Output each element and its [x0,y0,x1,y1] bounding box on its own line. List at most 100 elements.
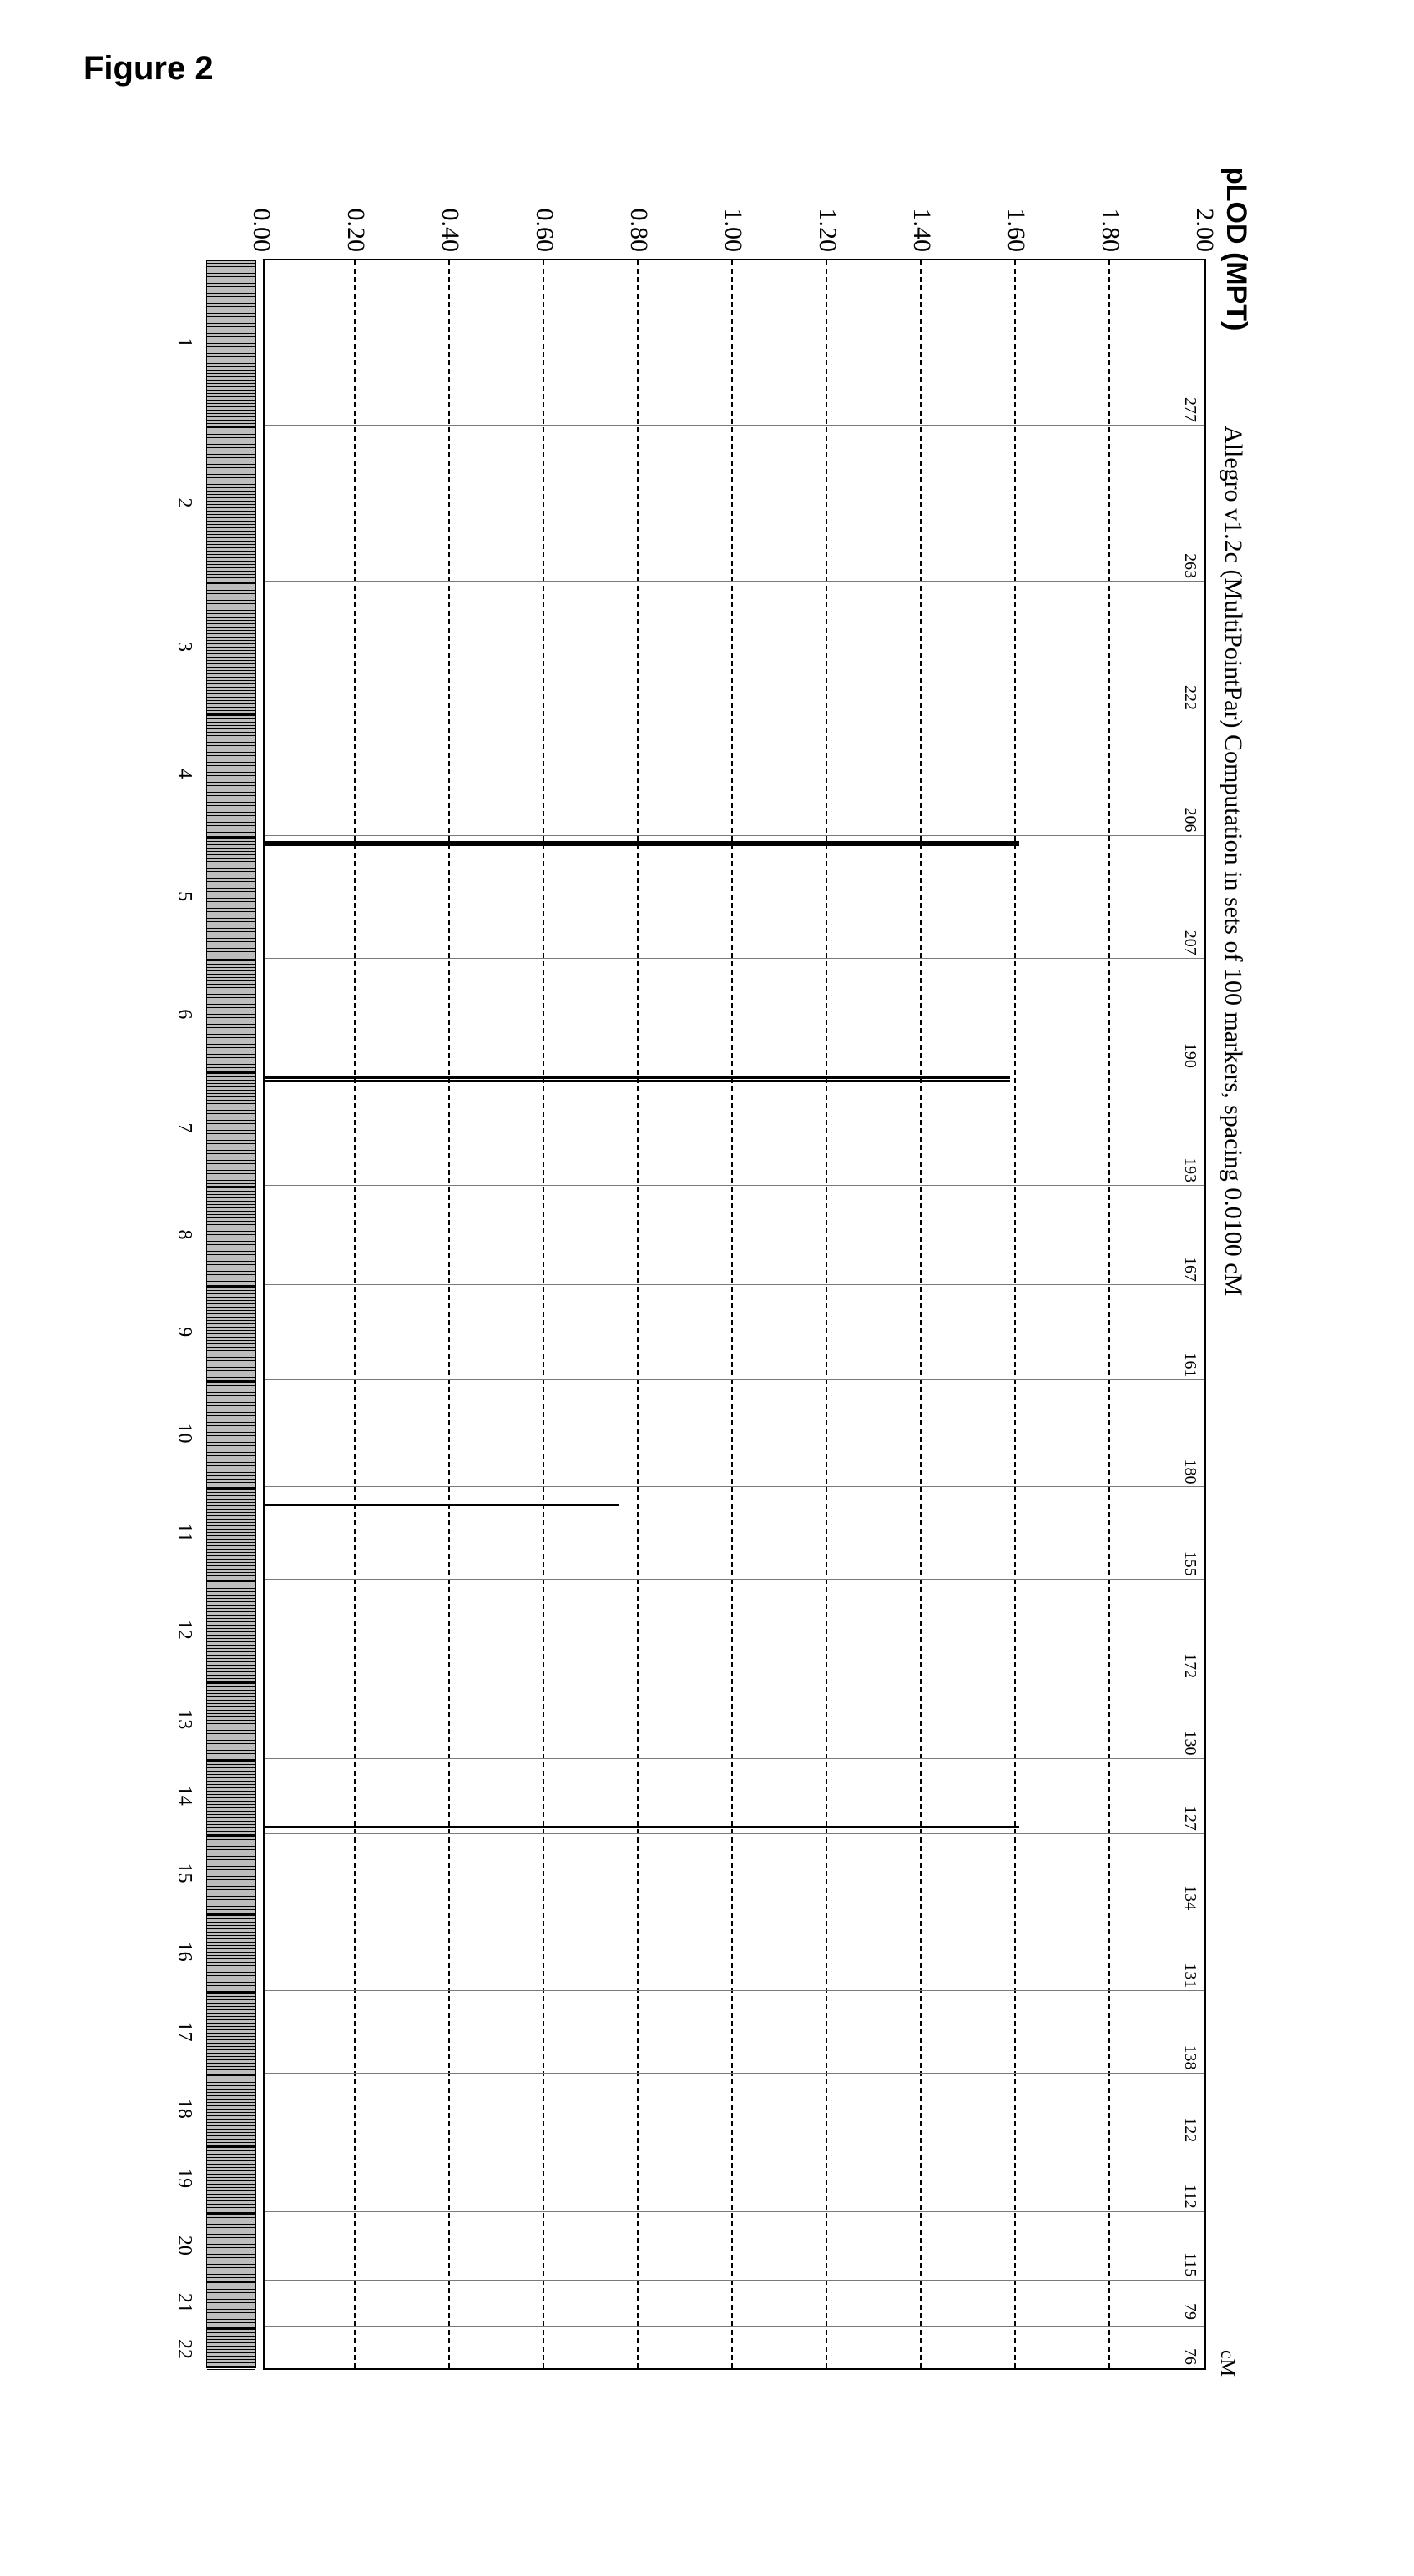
figure-label: Figure 2 [83,50,214,88]
chrom-length-label: 263 [1180,553,1199,578]
lod-peak [265,1076,1010,1079]
chrom-label: 4 [173,769,195,779]
lod-peak [265,1080,1010,1082]
gridline-v [265,2211,1204,2212]
chrom-label: 18 [173,2099,195,2119]
chrom-length-label: 127 [1180,1806,1199,1831]
chrom-markers [207,427,255,580]
chrom-markers [207,2214,255,2279]
gridline-v [265,2326,1204,2327]
chrom-length-label: 130 [1180,1731,1199,1756]
chrom-markers [207,2075,255,2145]
chrom-length-label: 277 [1180,397,1199,422]
ytick-label: 1.00 [719,177,747,252]
lod-peak [265,1826,1019,1829]
chrom-markers [207,1073,255,1184]
ytick-label: 0.40 [436,177,464,252]
chrom-label: 19 [173,2168,195,2188]
gridline-v [265,1758,1204,1759]
gridline-v [265,1379,1204,1380]
gridline-v [265,2073,1204,2074]
chrom-length-label: 222 [1180,685,1199,710]
plot-rotated: pLOD (MPT) Allegro v1.2c (MultiPointPar)… [167,167,1252,2420]
chrom-length-label: 172 [1180,1653,1199,1678]
chrom-length-label: 207 [1180,930,1199,955]
chrom-label: 7 [173,1123,195,1133]
gridline-h [920,260,922,2368]
gridline-h [637,260,639,2368]
chrom-length-label: 138 [1180,2045,1199,2070]
chrom-label: 17 [173,2021,195,2041]
lod-peak [265,1504,619,1506]
ytick-label: 1.40 [907,177,936,252]
chrom-label: 9 [173,1327,195,1337]
chrom-label: 20 [173,2236,195,2256]
chrom-markers [207,1993,255,2071]
gridline-v [265,2280,1204,2281]
chrom-label: 10 [173,1423,195,1443]
ytick-label: 1.80 [1096,177,1124,252]
gridline-h [826,260,827,2368]
chrom-length-label: 161 [1180,1352,1199,1377]
chrom-markers [207,715,255,834]
chrom-markers [207,960,255,1070]
chrom-length-label: 193 [1180,1157,1199,1182]
chrom-markers [207,2282,255,2326]
gridline-v [265,1284,1204,1285]
gridline-v [265,1990,1204,1991]
chrom-label: 1 [173,338,195,348]
plot-title-sub: Allegro v1.2c (MultiPointPar) Computatio… [1219,426,1247,1296]
plot-area: cM 2.001.801.601.401.201.000.800.600.400… [263,259,1206,2370]
chrom-label: 12 [173,1620,195,1640]
chrom-markers [207,263,255,424]
chrom-label: 13 [173,1709,195,1729]
gridline-h [448,260,450,2368]
gridline-h [1014,260,1016,2368]
axis-unit-label: cM [1215,2350,1238,2377]
chrom-label: 6 [173,1009,195,1019]
chrom-markers [207,1287,255,1379]
gridline-v [265,581,1204,582]
ytick-label: 2.00 [1190,177,1219,252]
chrom-markers [207,1581,255,1680]
chrom-label: 14 [173,1786,195,1806]
gridline-v [265,425,1204,426]
ytick-label: 0.60 [530,177,558,252]
chromosome-band [206,260,256,2368]
gridline-v [265,1579,1204,1580]
chrom-length-label: 115 [1180,2252,1199,2276]
gridline-v [265,835,1204,836]
gridline-v [265,1486,1204,1487]
ytick-label: 0.80 [624,177,653,252]
gridline-v [265,1185,1204,1186]
gridline-h [731,260,733,2368]
ytick-label: 0.00 [247,177,275,252]
chrom-label: 3 [173,642,195,652]
chrom-label: 22 [173,2339,195,2359]
chrom-markers [207,1915,255,1989]
chrom-label: 5 [173,891,195,901]
chrom-length-label: 180 [1180,1459,1199,1484]
gridline-h [1108,260,1110,2368]
chrom-length-label: 76 [1180,2348,1199,2365]
chrom-markers [207,2147,255,2211]
ytick-label: 0.20 [341,177,370,252]
chrom-markers [207,1187,255,1283]
chrom-length-label: 122 [1180,2117,1199,2142]
chrom-length-label: 167 [1180,1257,1199,1282]
chrom-label: 21 [173,2293,195,2313]
plot-title-main: pLOD (MPT) [1220,167,1252,330]
chrom-length-label: 155 [1180,1551,1199,1576]
ytick-label: 1.60 [1002,177,1030,252]
chrom-length-label: 206 [1180,808,1199,833]
chrom-markers [207,1382,255,1485]
gridline-v [265,958,1204,959]
chrom-markers [207,1489,255,1577]
chrom-markers [207,1683,255,1757]
gridline-v [265,1833,1204,1834]
chrom-markers [207,2329,255,2371]
chart-container: pLOD (MPT) Allegro v1.2c (MultiPointPar)… [167,167,1252,2420]
chrom-length-label: 79 [1180,2303,1199,2320]
gridline-h [543,260,544,2368]
chrom-label: 8 [173,1230,195,1240]
